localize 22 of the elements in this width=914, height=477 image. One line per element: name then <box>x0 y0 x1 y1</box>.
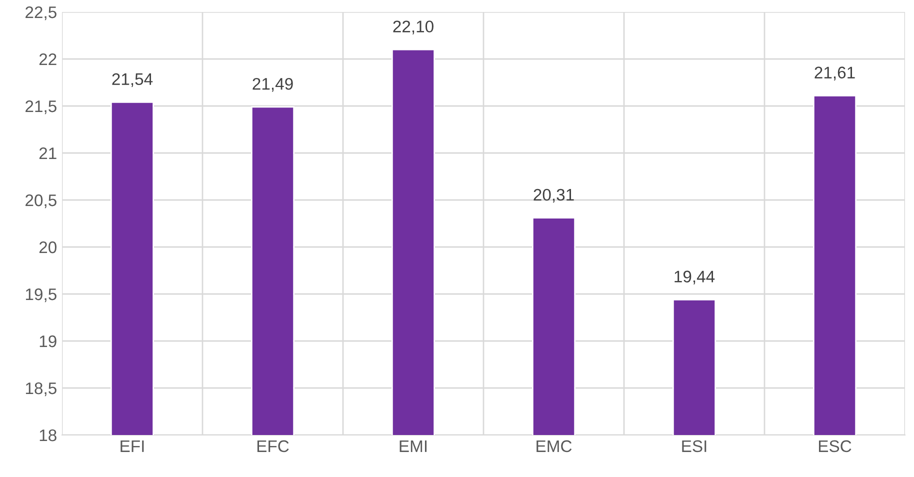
y-tick-label: 22,5 <box>26 6 56 20</box>
y-tick-label: 18,5 <box>26 382 56 396</box>
data-label: 22,10 <box>393 20 434 34</box>
y-tick-label: 22 <box>39 53 56 66</box>
x-tick-label: EMI <box>400 440 427 452</box>
data-label: 21,49 <box>252 78 293 92</box>
x-tick-label: EFI <box>120 440 144 452</box>
x-tick-label: ESI <box>682 440 706 452</box>
y-tick-label: 19 <box>40 335 56 348</box>
y-tick-label: 20 <box>39 241 56 254</box>
data-label: 20,31 <box>534 188 574 203</box>
y-tick-label: 21,5 <box>26 100 56 114</box>
x-tick-label: EMC <box>536 440 572 452</box>
y-tick-label: 18 <box>40 429 56 442</box>
y-tick-label: 21 <box>39 147 56 160</box>
x-tick-label: EFC <box>257 440 289 452</box>
y-tick-label: 20,5 <box>26 194 56 208</box>
data-label: 19,44 <box>674 270 715 284</box>
data-label: 21,61 <box>814 66 855 80</box>
x-tick-label: ESC <box>818 440 852 452</box>
data-label: 21,54 <box>112 73 153 88</box>
y-tick-label: 19,5 <box>26 288 56 302</box>
